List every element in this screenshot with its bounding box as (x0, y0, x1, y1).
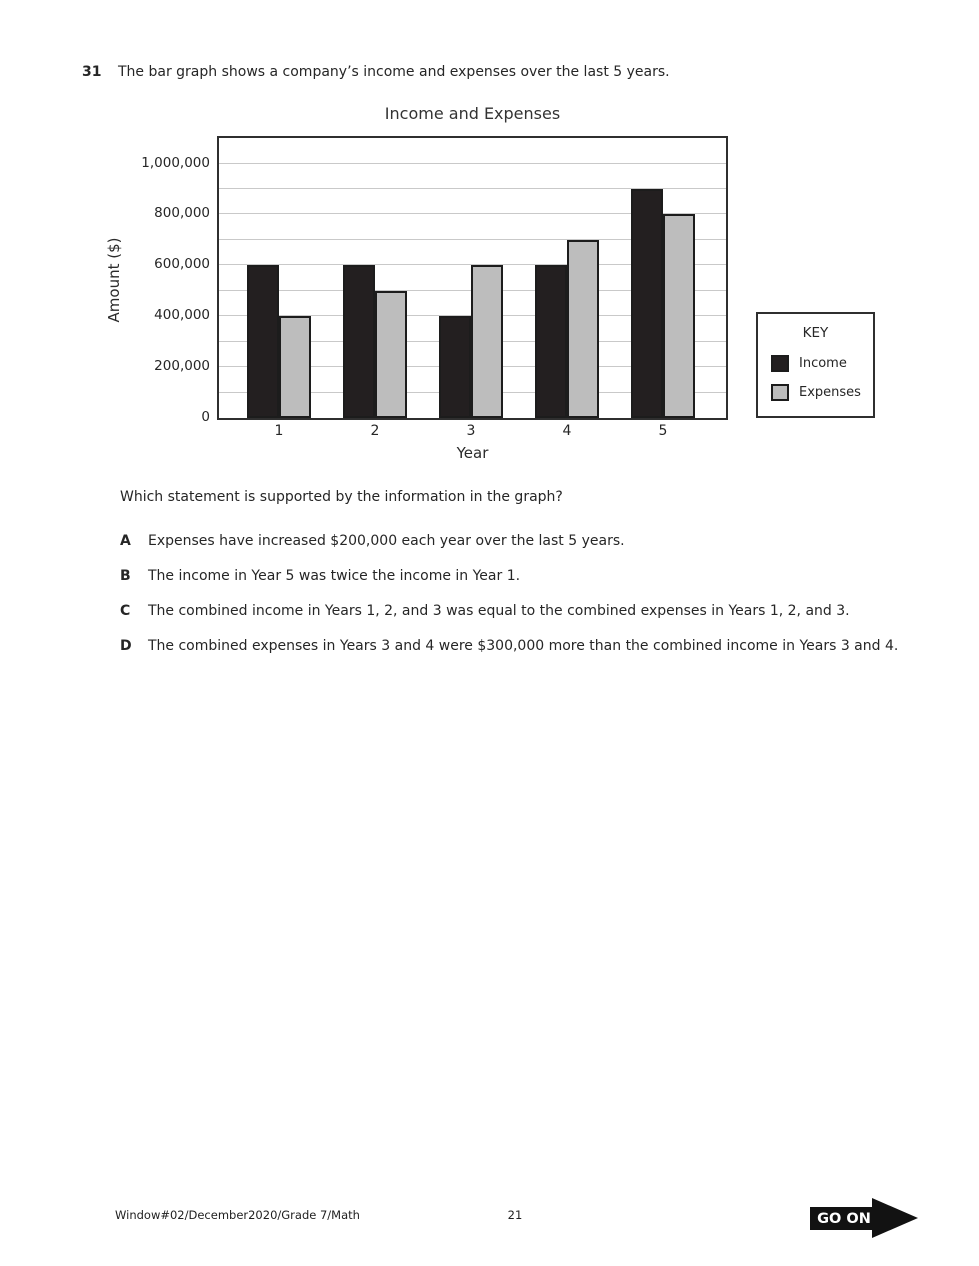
footer-document-id: Window#02/December2020/Grade 7/Math (115, 1208, 360, 1222)
y-tick-label: 200,000 (154, 358, 210, 375)
gridline (219, 238, 726, 240)
option-b: B The income in Year 5 was twice the inc… (120, 565, 898, 587)
chart-title: Income and Expenses (384, 104, 561, 123)
y-tick-label: 0 (201, 409, 210, 425)
option-letter: B (120, 568, 131, 584)
bar-expenses-year-5 (663, 214, 695, 418)
y-axis-tick-labels: 0 200,000 400,000 600,000 800,000 1,000,000 (95, 136, 210, 426)
option-d: D The combined expenses in Years 3 and 4… (120, 635, 898, 657)
bar-income-year-5 (631, 189, 663, 418)
income-swatch (771, 355, 789, 372)
x-tick-label: 1 (274, 423, 284, 439)
y-tick-label: 600,000 (154, 256, 210, 273)
x-axis-tick-labels: 1 2 3 4 5 (217, 423, 728, 443)
question-intro-text: The bar graph shows a company’s income a… (118, 64, 670, 80)
x-tick-label: 4 (562, 423, 572, 439)
option-text: Expenses have increased $200,000 each ye… (148, 533, 625, 549)
legend-item-expenses: Expenses (771, 384, 873, 401)
legend-item-income: Income (771, 355, 873, 372)
legend-item-label: Expenses (799, 385, 861, 400)
legend-title: KEY (802, 325, 829, 341)
option-a: A Expenses have increased $200,000 each … (120, 530, 898, 552)
page-number: 21 (507, 1208, 523, 1222)
bar-income-year-3 (439, 316, 471, 418)
chart-plot-area (217, 136, 728, 420)
go-on-arrow-icon (872, 1198, 918, 1238)
x-axis-title: Year (456, 444, 489, 462)
option-letter: A (120, 533, 131, 549)
option-text: The income in Year 5 was twice the incom… (148, 568, 521, 584)
bar-income-year-2 (343, 265, 375, 418)
gridline (219, 264, 726, 266)
expenses-swatch (771, 384, 789, 401)
bar-income-year-1 (247, 265, 279, 418)
bar-expenses-year-2 (375, 291, 407, 418)
question-intro-row: 31 The bar graph shows a company’s incom… (82, 61, 670, 83)
gridline (219, 187, 726, 189)
gridline (219, 162, 726, 164)
y-tick-label: 800,000 (154, 205, 210, 222)
go-on-badge: GO ON (810, 1207, 878, 1230)
option-text: The combined expenses in Years 3 and 4 w… (148, 638, 899, 654)
question-number: 31 (82, 64, 102, 80)
x-tick-label: 5 (658, 423, 668, 439)
legend-item-label: Income (799, 356, 847, 371)
y-tick-label: 1,000,000 (141, 154, 210, 171)
option-letter: C (120, 603, 131, 619)
bar-expenses-year-4 (567, 240, 599, 418)
bar-income-year-4 (535, 265, 567, 418)
legend-key-box: KEY Income Expenses (756, 312, 875, 418)
bar-expenses-year-3 (471, 265, 503, 418)
question-prompt: Which statement is supported by the info… (120, 489, 563, 505)
y-tick-label: 400,000 (154, 307, 210, 324)
answer-options: A Expenses have increased $200,000 each … (120, 530, 898, 657)
option-text: The combined income in Years 1, 2, and 3… (148, 603, 850, 619)
bar-expenses-year-1 (279, 316, 311, 418)
x-tick-label: 2 (370, 423, 380, 439)
x-tick-label: 3 (466, 423, 476, 439)
gridline (219, 213, 726, 215)
option-c: C The combined income in Years 1, 2, and… (120, 600, 898, 622)
option-letter: D (120, 638, 132, 654)
